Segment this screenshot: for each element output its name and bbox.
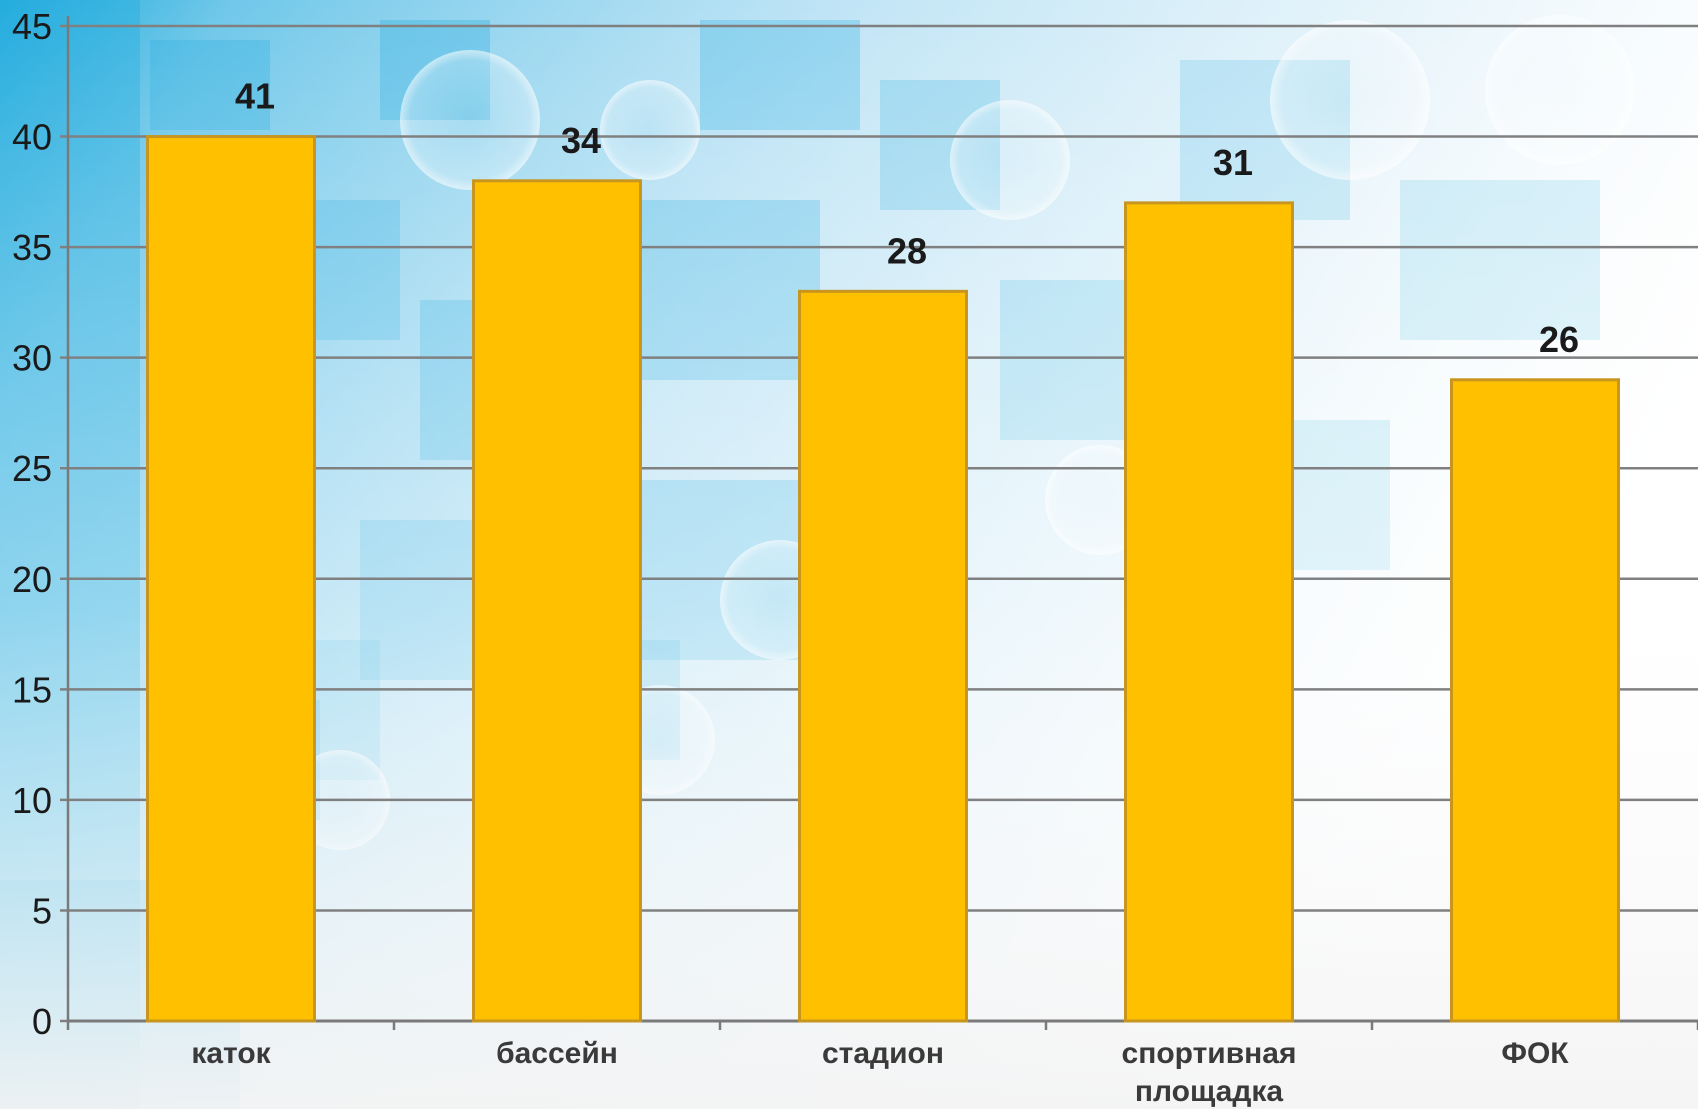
y-tick-label-35: 35 bbox=[12, 227, 52, 268]
bar-4 bbox=[1450, 378, 1620, 1023]
data-label-2: 28 bbox=[887, 230, 927, 271]
data-label-4: 26 bbox=[1539, 319, 1579, 360]
y-tick-label-25: 25 bbox=[12, 448, 52, 489]
axes: 0 5 10 15 20 25 30 35 40 45 bbox=[12, 6, 1698, 1042]
y-tick-label-20: 20 bbox=[12, 559, 52, 600]
bar-0 bbox=[146, 135, 316, 1023]
x-category-label-2: стадион bbox=[822, 1037, 944, 1070]
data-label-1: 34 bbox=[561, 120, 601, 161]
data-label-3: 31 bbox=[1213, 142, 1253, 183]
y-tick-label-5: 5 bbox=[32, 890, 52, 931]
data-labels: 41 каток 34 бассейн 28 стадион 31 спортивная пло… bbox=[191, 76, 1579, 1108]
x-category-label-3-line-1: площадка bbox=[1135, 1075, 1284, 1108]
bar-2 bbox=[798, 289, 968, 1023]
x-category-label-1: бассейн bbox=[496, 1037, 618, 1070]
data-label-0: 41 bbox=[235, 76, 275, 117]
y-tick-label-10: 10 bbox=[12, 780, 52, 821]
x-category-label-0: каток bbox=[191, 1037, 271, 1070]
x-category-label-4: ФОК bbox=[1501, 1037, 1569, 1070]
y-tick-label-0: 0 bbox=[32, 1001, 52, 1042]
bar-1 bbox=[472, 179, 642, 1023]
y-tick-label-45: 45 bbox=[12, 6, 52, 47]
y-tick-label-15: 15 bbox=[12, 669, 52, 710]
bars bbox=[146, 135, 1620, 1023]
x-category-label-3-line-0: спортивная bbox=[1122, 1037, 1297, 1070]
y-tick-label-40: 40 bbox=[12, 117, 52, 158]
bar-3 bbox=[1124, 201, 1294, 1023]
y-tick-label-30: 30 bbox=[12, 338, 52, 379]
